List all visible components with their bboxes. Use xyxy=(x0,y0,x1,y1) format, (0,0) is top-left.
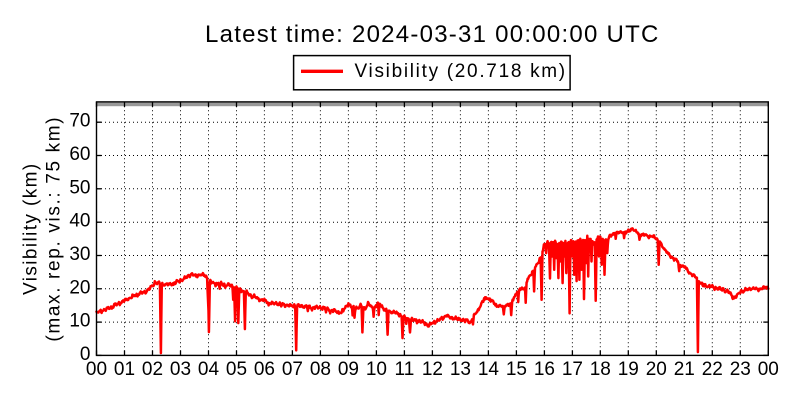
svg-text:Latest time: 2024-03-31 00:00:: Latest time: 2024-03-31 00:00:00 UTC xyxy=(205,21,660,48)
svg-text:12: 12 xyxy=(422,359,443,380)
svg-text:Visibility (km): Visibility (km) xyxy=(20,162,41,295)
svg-text:22: 22 xyxy=(702,359,723,380)
svg-text:16: 16 xyxy=(534,359,555,380)
svg-text:19: 19 xyxy=(618,359,639,380)
svg-text:08: 08 xyxy=(310,359,331,380)
svg-text:10: 10 xyxy=(69,311,90,332)
svg-text:04: 04 xyxy=(198,359,220,380)
svg-text:11: 11 xyxy=(395,359,415,380)
svg-text:05: 05 xyxy=(226,359,247,380)
svg-text:03: 03 xyxy=(170,359,191,380)
svg-text:30: 30 xyxy=(69,244,90,265)
svg-text:10: 10 xyxy=(366,359,387,380)
svg-text:60: 60 xyxy=(69,144,90,165)
svg-text:40: 40 xyxy=(69,211,90,232)
svg-text:(max. rep. vis.: 75 km): (max. rep. vis.: 75 km) xyxy=(43,116,64,342)
svg-text:17: 17 xyxy=(562,359,583,380)
svg-text:23: 23 xyxy=(730,359,751,380)
svg-text:00: 00 xyxy=(758,359,779,380)
svg-text:Visibility (20.718 km): Visibility (20.718 km) xyxy=(355,61,567,82)
svg-text:14: 14 xyxy=(478,359,500,380)
svg-text:0: 0 xyxy=(80,344,91,365)
svg-text:50: 50 xyxy=(69,177,90,198)
svg-text:02: 02 xyxy=(142,359,163,380)
svg-text:21: 21 xyxy=(674,359,695,380)
svg-text:09: 09 xyxy=(338,359,359,380)
svg-text:07: 07 xyxy=(282,359,303,380)
svg-text:15: 15 xyxy=(506,359,527,380)
svg-text:18: 18 xyxy=(590,359,611,380)
svg-text:13: 13 xyxy=(450,359,471,380)
svg-text:20: 20 xyxy=(69,277,90,298)
svg-text:00: 00 xyxy=(86,359,107,380)
svg-text:01: 01 xyxy=(114,359,135,380)
svg-text:06: 06 xyxy=(254,359,275,380)
svg-text:20: 20 xyxy=(646,359,667,380)
svg-text:70: 70 xyxy=(69,111,90,132)
